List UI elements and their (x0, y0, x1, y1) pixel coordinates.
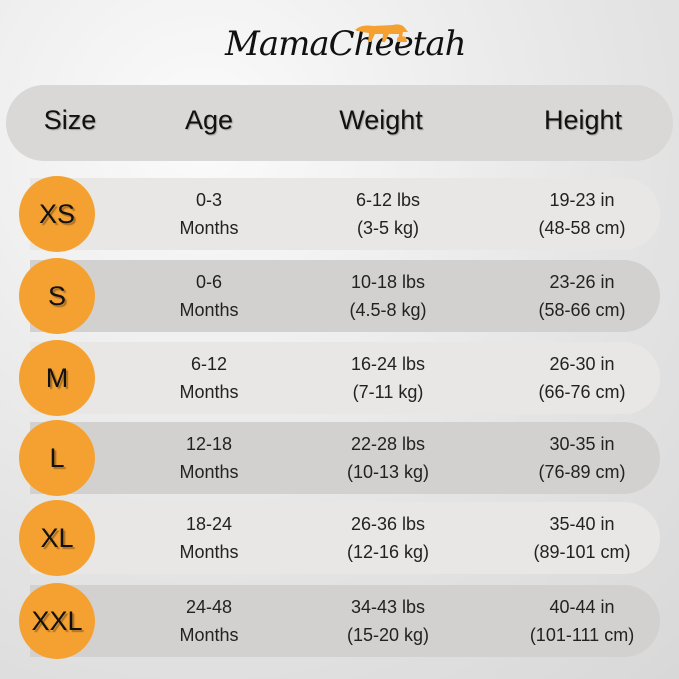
weight-line: 26-36 lbs (350, 514, 426, 534)
height-line: (76-89 cm) (538, 462, 626, 482)
height-line: 40-44 in (549, 597, 615, 617)
header-height: Height (543, 105, 623, 135)
size-badge: XS (19, 176, 95, 252)
height-line: (89-101 cm) (533, 542, 631, 562)
weight-line: (4.5-8 kg) (349, 300, 427, 320)
age-cell: 18-24 Months (179, 510, 238, 566)
cheetah-icon (355, 24, 408, 42)
size-badge: M (19, 340, 95, 416)
weight-line: 22-28 lbs (350, 434, 426, 454)
height-cell: 26-30 in (66-76 cm) (538, 350, 625, 406)
height-cell: 30-35 in (76-89 cm) (538, 430, 625, 486)
brand-name: MamaCheetah (225, 24, 467, 64)
header-size: Size (43, 105, 97, 135)
brand-logo: MamaCheetah (225, 18, 467, 68)
size-badge: L (19, 420, 95, 496)
size-badge: XXL (19, 583, 95, 659)
age-line: Months (179, 218, 239, 238)
age-cell: 0-3 Months (179, 186, 238, 242)
age-line: 18-24 (185, 514, 233, 534)
table-header: Size Age Weight Height (6, 85, 673, 161)
height-cell: 19-23 in (48-58 cm) (538, 186, 625, 242)
height-line: (48-58 cm) (538, 218, 626, 238)
table-row: 24-48 Months 34-43 lbs (15-20 kg) 40-44 in (1… (30, 585, 660, 657)
age-line: Months (179, 542, 239, 562)
age-line: 0-3 (195, 190, 222, 210)
age-line: 12-18 (185, 434, 233, 454)
size-badge: XL (19, 500, 95, 576)
weight-line: (12-16 kg) (346, 542, 430, 562)
age-cell: 12-18 Months (179, 430, 238, 486)
weight-line: (3-5 kg) (356, 218, 420, 238)
height-line: 30-35 in (549, 434, 615, 454)
height-line: 35-40 in (549, 514, 615, 534)
size-badge: S (19, 258, 95, 334)
age-cell: 0-6 Months (179, 268, 238, 324)
weight-cell: 6-12 lbs (3-5 kg) (356, 186, 420, 242)
header-weight: Weight (339, 105, 423, 135)
table-row: 0-6 Months 10-18 lbs (4.5-8 kg) 23-26 in (58-… (30, 260, 660, 332)
height-line: (66-76 cm) (538, 382, 626, 402)
weight-cell: 22-28 lbs (10-13 kg) (347, 430, 429, 486)
age-cell: 6-12 Months (179, 350, 238, 406)
weight-cell: 26-36 lbs (12-16 kg) (347, 510, 429, 566)
age-line: Months (179, 625, 239, 645)
table-row: 18-24 Months 26-36 lbs (12-16 kg) 35-40 in (8… (30, 502, 660, 574)
age-cell: 24-48 Months (179, 593, 238, 649)
height-line: 19-23 in (549, 190, 615, 210)
height-line: 23-26 in (549, 272, 615, 292)
weight-line: (7-11 kg) (352, 382, 424, 402)
weight-cell: 10-18 lbs (4.5-8 kg) (349, 268, 426, 324)
age-line: Months (179, 382, 239, 402)
age-line: Months (179, 462, 239, 482)
weight-line: 34-43 lbs (350, 597, 426, 617)
weight-line: (15-20 kg) (346, 625, 430, 645)
table-row: 12-18 Months 22-28 lbs (10-13 kg) 30-35 in (7… (30, 422, 660, 494)
weight-cell: 16-24 lbs (7-11 kg) (351, 350, 425, 406)
age-line: Months (179, 300, 239, 320)
header-age: Age (184, 105, 234, 135)
height-line: 26-30 in (549, 354, 615, 374)
table-row: 6-12 Months 16-24 lbs (7-11 kg) 26-30 in (66-… (30, 342, 660, 414)
age-line: 6-12 (190, 354, 228, 374)
weight-line: (10-13 kg) (346, 462, 430, 482)
height-cell: 35-40 in (89-101 cm) (533, 510, 630, 566)
height-line: (101-111 cm) (529, 625, 635, 645)
weight-line: 6-12 lbs (355, 190, 421, 210)
height-cell: 23-26 in (58-66 cm) (538, 268, 625, 324)
weight-cell: 34-43 lbs (15-20 kg) (347, 593, 429, 649)
table-row: 0-3 Months 6-12 lbs (3-5 kg) 19-23 in (48-58 … (30, 178, 660, 250)
age-line: 24-48 (185, 597, 233, 617)
height-line: (58-66 cm) (538, 300, 626, 320)
weight-line: 16-24 lbs (350, 354, 426, 374)
weight-line: 10-18 lbs (350, 272, 426, 292)
height-cell: 40-44 in (101-111 cm) (530, 593, 634, 649)
age-line: 0-6 (195, 272, 222, 292)
